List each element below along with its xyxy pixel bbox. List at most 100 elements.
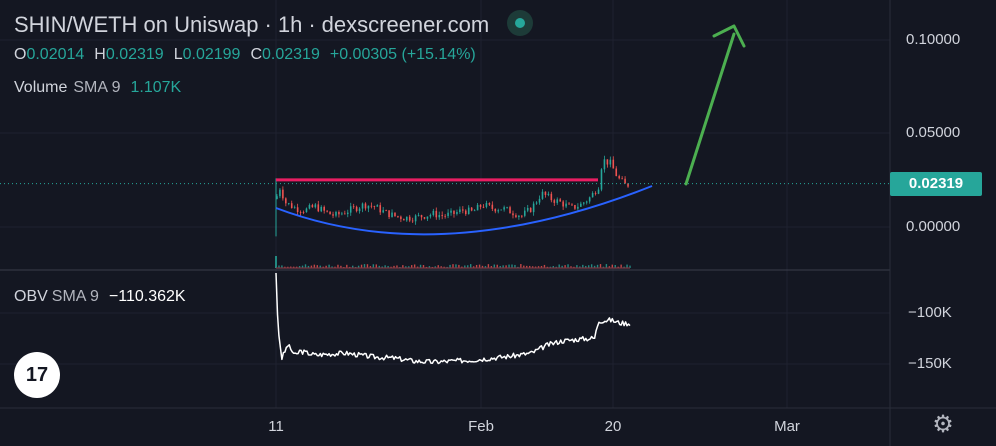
volume-value: 1.107K [130,79,182,96]
chart-header: SHIN/WETH on Uniswap · 1h · dexscreener.com [14,10,534,38]
volume-bar [508,264,510,268]
candle-body [338,212,340,215]
header-separator: · [308,12,316,37]
volume-bar [328,264,330,268]
candle-body [290,203,293,209]
volume-bar [301,265,304,268]
candle-body [464,210,467,215]
volume-bar [608,266,611,268]
volume-bar [567,264,569,268]
cup-curve [275,185,653,236]
volume-bar [337,264,339,268]
candle-body [323,206,325,211]
candle-body [618,176,620,179]
volume-bar [458,264,460,268]
open-label: O [14,46,27,63]
volume-bar [384,265,386,268]
candle-body [282,189,284,199]
tradingview-logo-icon[interactable]: 17 [14,352,60,398]
candle-body [550,193,553,201]
gear-icon[interactable]: ⚙ [932,411,954,438]
candle-body [603,159,606,170]
volume-bar [322,266,324,268]
candle-body [476,204,479,211]
candle-body [580,203,582,207]
candle-body [479,204,482,207]
volume-bar [331,266,333,268]
volume-bar [552,266,554,268]
candle-body [349,206,352,213]
candle-body [299,212,302,213]
volume-bar [617,266,619,268]
volume-legend[interactable]: Volume SMA 9 1.107K [14,79,181,97]
candle-body [329,211,331,215]
candle-body [627,183,629,187]
volume-bar [487,264,490,268]
pair-title: SHIN/WETH on Uniswap [14,12,259,37]
candle-body [370,205,373,207]
candle-body [403,219,405,221]
candle-body [423,217,426,219]
volume-bar [440,266,442,268]
candle-body [373,206,376,207]
volume-bar [390,266,392,268]
volume-bar [531,266,534,268]
candle-body [335,212,337,216]
volume-bar [375,264,377,268]
volume-bar [319,265,321,268]
volume-bar [393,265,395,268]
candle-body [352,206,355,208]
obv-value: −110.362K [108,288,186,305]
candle-body [302,212,305,213]
volume-bar [295,266,298,268]
volume-bar [310,265,313,268]
candle-body [509,207,511,214]
volume-bar [434,266,436,268]
volume-bar [561,265,563,268]
candle-body [326,210,328,212]
obv-legend[interactable]: OBV SMA 9 −110.362K [14,288,186,306]
candle-body [355,206,358,212]
candle-body [526,207,529,211]
candle-body [450,210,452,213]
volume-bar [357,265,360,268]
time-tick-label: Feb [468,418,494,435]
volume-bar [411,265,413,268]
obv-series [275,272,631,365]
candle-body [420,215,423,218]
candle-body [332,214,334,216]
volume-bar [629,265,631,268]
candle-body [391,212,393,218]
volume-bar [523,265,525,268]
candle-body [553,200,556,203]
candle-body [621,178,623,180]
candle-body [565,203,567,207]
volume-bar [475,264,478,268]
market-status-icon[interactable] [507,10,534,36]
candle-body [500,209,502,211]
volume-bar [626,264,628,268]
candle-body [308,205,311,209]
candle-body [582,202,585,204]
volume-bar [405,266,407,268]
candle-body [296,207,299,213]
volume-bar [546,266,549,268]
volume-bar [543,264,546,268]
candle-body [287,203,290,204]
candle-body [588,197,591,202]
volume-bar [490,266,493,268]
volume-bar [467,265,469,268]
close-label: C [250,46,263,63]
volume-bar [537,266,540,268]
price-series [275,155,629,237]
volume-bar [278,265,280,268]
candle-body [293,207,296,209]
volume-bar [470,264,472,268]
candle-body [594,193,597,194]
volume-bar [307,265,310,268]
candle-body [429,214,432,217]
interval-label[interactable]: 1h [277,12,303,37]
volume-bar [366,264,369,268]
